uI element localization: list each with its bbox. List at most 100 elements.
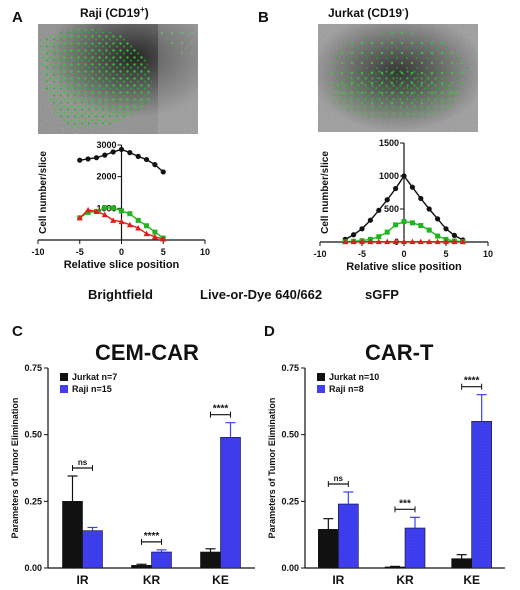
micrograph-image: [318, 24, 478, 132]
x-tick-label: -5: [358, 249, 366, 259]
bar: [318, 529, 339, 569]
data-point: [393, 185, 399, 192]
bar: [451, 558, 472, 569]
data-point: [393, 222, 399, 228]
data-point: [384, 197, 390, 203]
x-tick-label: KR: [396, 573, 414, 587]
legend-brightfield: Brightfield: [88, 287, 153, 302]
data-point: [102, 152, 108, 158]
data-point: [367, 217, 373, 223]
data-point: [85, 156, 91, 162]
y-axis-label: Parameters of Tumor Elimination: [10, 398, 20, 539]
data-point: [451, 232, 457, 238]
data-point: [85, 206, 92, 213]
panel-title: CEM-CAR: [95, 340, 199, 365]
y-tick-label: 0.25: [24, 496, 42, 506]
data-point: [375, 238, 382, 245]
bar: [200, 551, 221, 569]
panel-title: Raji (CD19+): [80, 5, 149, 20]
y-tick-label: 0.75: [24, 363, 42, 373]
data-point: [342, 238, 349, 245]
data-point: [401, 238, 407, 245]
data-point: [359, 226, 365, 232]
x-tick-label: 5: [443, 249, 448, 259]
y-tick-label: 0.75: [281, 363, 299, 373]
x-tick-label: IR: [77, 573, 89, 587]
panel-d: D CAR-T 0.00 0.25 0.50 0.75 Parameters of Tu…: [264, 323, 505, 587]
panel-letter: B: [258, 9, 269, 26]
bar: [62, 501, 83, 569]
panel-title: CAR-T: [365, 340, 434, 365]
data-point: [435, 216, 441, 222]
chart-b: -10-50510050010001500Relative slice posi…: [313, 138, 493, 273]
data-point: [152, 162, 158, 168]
panel-a: A Raji (CD19+) -10-50510100020003000Rela…: [12, 5, 210, 271]
data-point: [143, 230, 150, 237]
y-tick-label: 0.50: [24, 430, 42, 440]
y-tick-label: 0.00: [24, 563, 42, 573]
x-tick-label: KR: [143, 573, 161, 587]
data-point: [384, 238, 391, 245]
bar: [220, 437, 241, 569]
legend-sgfp: sGFP: [365, 287, 399, 302]
data-point: [435, 233, 441, 239]
x-tick-label: -10: [313, 249, 326, 259]
legend-swatch: [317, 385, 325, 393]
data-point: [127, 211, 133, 217]
x-tick-label: IR: [332, 573, 344, 587]
significance-label: ****: [144, 531, 160, 542]
x-tick-label: 0: [119, 247, 124, 257]
data-point: [135, 217, 141, 223]
data-point: [135, 153, 141, 159]
data-point: [359, 238, 365, 245]
data-point: [102, 205, 108, 211]
data-point: [409, 184, 415, 190]
data-point: [110, 205, 116, 211]
significance-label: ns: [334, 474, 344, 483]
data-point: [151, 233, 158, 240]
panel-letter: D: [264, 323, 275, 340]
bar: [131, 565, 152, 569]
bar: [151, 551, 172, 569]
y-tick-label: 1000: [379, 171, 399, 181]
data-point: [443, 226, 449, 232]
data-point: [119, 208, 124, 214]
data-point: [409, 238, 416, 245]
panel-letter: A: [12, 9, 23, 26]
data-point: [118, 146, 125, 153]
data-point: [93, 155, 100, 161]
significance-label: ****: [213, 404, 229, 415]
x-tick-label: 0: [401, 249, 406, 259]
legend-swatch: [317, 373, 325, 381]
data-point: [367, 238, 374, 245]
legend-label: Jurkat n=7: [72, 372, 117, 382]
micrograph-image: [38, 24, 198, 134]
data-point: [459, 238, 466, 245]
data-point: [418, 195, 424, 202]
legend-label: Raji n=8: [329, 384, 364, 394]
data-point: [152, 229, 158, 235]
legend-dye: Live-or-Dye 640/662: [200, 287, 322, 302]
y-tick-label: 0.25: [281, 496, 299, 506]
data-point: [376, 234, 382, 240]
data-point: [144, 223, 150, 229]
y-axis-label: Cell number/slice: [320, 151, 331, 234]
data-point: [110, 217, 117, 223]
x-tick-label: 10: [200, 247, 210, 257]
data-point: [401, 173, 407, 179]
chart-d: 0.00 0.25 0.50 0.75 Parameters of Tumor Elim…: [267, 363, 505, 587]
data-point: [160, 236, 167, 242]
bar: [384, 566, 406, 569]
x-tick-label: 10: [483, 249, 493, 259]
y-tick-label: 500: [384, 204, 399, 214]
data-point: [417, 238, 424, 245]
y-tick-label: 0.00: [281, 563, 299, 573]
x-tick-label: 5: [161, 247, 166, 257]
panel-title: Jurkat (CD19-): [328, 5, 409, 20]
bar: [404, 527, 426, 569]
data-point: [76, 214, 83, 221]
panel-c: C CEM-CAR 0.00 0.25 0.50 0.75 Parameters of …: [10, 323, 255, 587]
color-legend: Brightfield Live-or-Dye 640/662 sGFP: [88, 287, 399, 302]
x-axis-label: Relative slice position: [64, 259, 180, 271]
